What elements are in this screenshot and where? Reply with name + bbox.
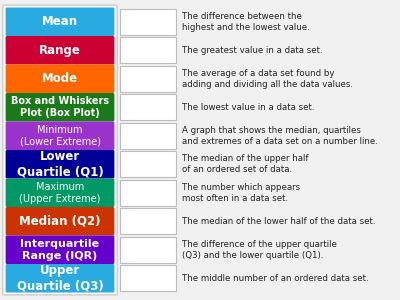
FancyBboxPatch shape bbox=[3, 5, 117, 295]
FancyBboxPatch shape bbox=[6, 122, 114, 150]
Text: Median (Q2): Median (Q2) bbox=[19, 215, 101, 228]
Text: Box and Whiskers
Plot (Box Plot): Box and Whiskers Plot (Box Plot) bbox=[11, 96, 109, 118]
Text: Maximum
(Upper Extreme): Maximum (Upper Extreme) bbox=[19, 182, 101, 204]
Text: Mode: Mode bbox=[42, 72, 78, 85]
Text: The difference of the upper quartile
(Q3) and the lower quartile (Q1).: The difference of the upper quartile (Q3… bbox=[182, 239, 337, 260]
FancyBboxPatch shape bbox=[6, 93, 114, 122]
Text: Interquartile
Range (IQR): Interquartile Range (IQR) bbox=[20, 239, 100, 260]
FancyBboxPatch shape bbox=[120, 9, 176, 35]
FancyBboxPatch shape bbox=[6, 64, 114, 93]
Text: Range: Range bbox=[39, 44, 81, 57]
FancyBboxPatch shape bbox=[120, 151, 176, 177]
Text: The median of the upper half
of an ordered set of data.: The median of the upper half of an order… bbox=[182, 154, 308, 175]
FancyBboxPatch shape bbox=[6, 8, 114, 36]
FancyBboxPatch shape bbox=[120, 66, 176, 92]
FancyBboxPatch shape bbox=[6, 236, 114, 264]
FancyBboxPatch shape bbox=[6, 264, 114, 292]
Text: A graph that shows the median, quartiles
and extremes of a data set on a number : A graph that shows the median, quartiles… bbox=[182, 125, 378, 146]
FancyBboxPatch shape bbox=[120, 94, 176, 120]
Text: Mean: Mean bbox=[42, 15, 78, 28]
Text: The middle number of an ordered data set.: The middle number of an ordered data set… bbox=[182, 274, 369, 283]
FancyBboxPatch shape bbox=[120, 265, 176, 291]
FancyBboxPatch shape bbox=[6, 207, 114, 236]
Text: The median of the lower half of the data set.: The median of the lower half of the data… bbox=[182, 217, 376, 226]
FancyBboxPatch shape bbox=[120, 37, 176, 63]
Text: Minimum
(Lower Extreme): Minimum (Lower Extreme) bbox=[20, 125, 100, 147]
Text: The greatest value in a data set.: The greatest value in a data set. bbox=[182, 46, 323, 55]
FancyBboxPatch shape bbox=[6, 178, 114, 207]
FancyBboxPatch shape bbox=[6, 150, 114, 178]
FancyBboxPatch shape bbox=[120, 208, 176, 234]
FancyBboxPatch shape bbox=[120, 123, 176, 149]
FancyBboxPatch shape bbox=[6, 36, 114, 64]
Text: Lower
Quartile (Q1): Lower Quartile (Q1) bbox=[17, 150, 103, 178]
Text: The average of a data set found by
adding and dividing all the data values.: The average of a data set found by addin… bbox=[182, 68, 353, 89]
FancyBboxPatch shape bbox=[120, 237, 176, 263]
Text: Upper
Quartile (Q3): Upper Quartile (Q3) bbox=[17, 264, 103, 292]
Text: The number which appears
most often in a data set.: The number which appears most often in a… bbox=[182, 182, 300, 203]
Text: The difference between the
highest and the lowest value.: The difference between the highest and t… bbox=[182, 11, 310, 32]
Text: The lowest value in a data set.: The lowest value in a data set. bbox=[182, 103, 314, 112]
FancyBboxPatch shape bbox=[120, 180, 176, 206]
